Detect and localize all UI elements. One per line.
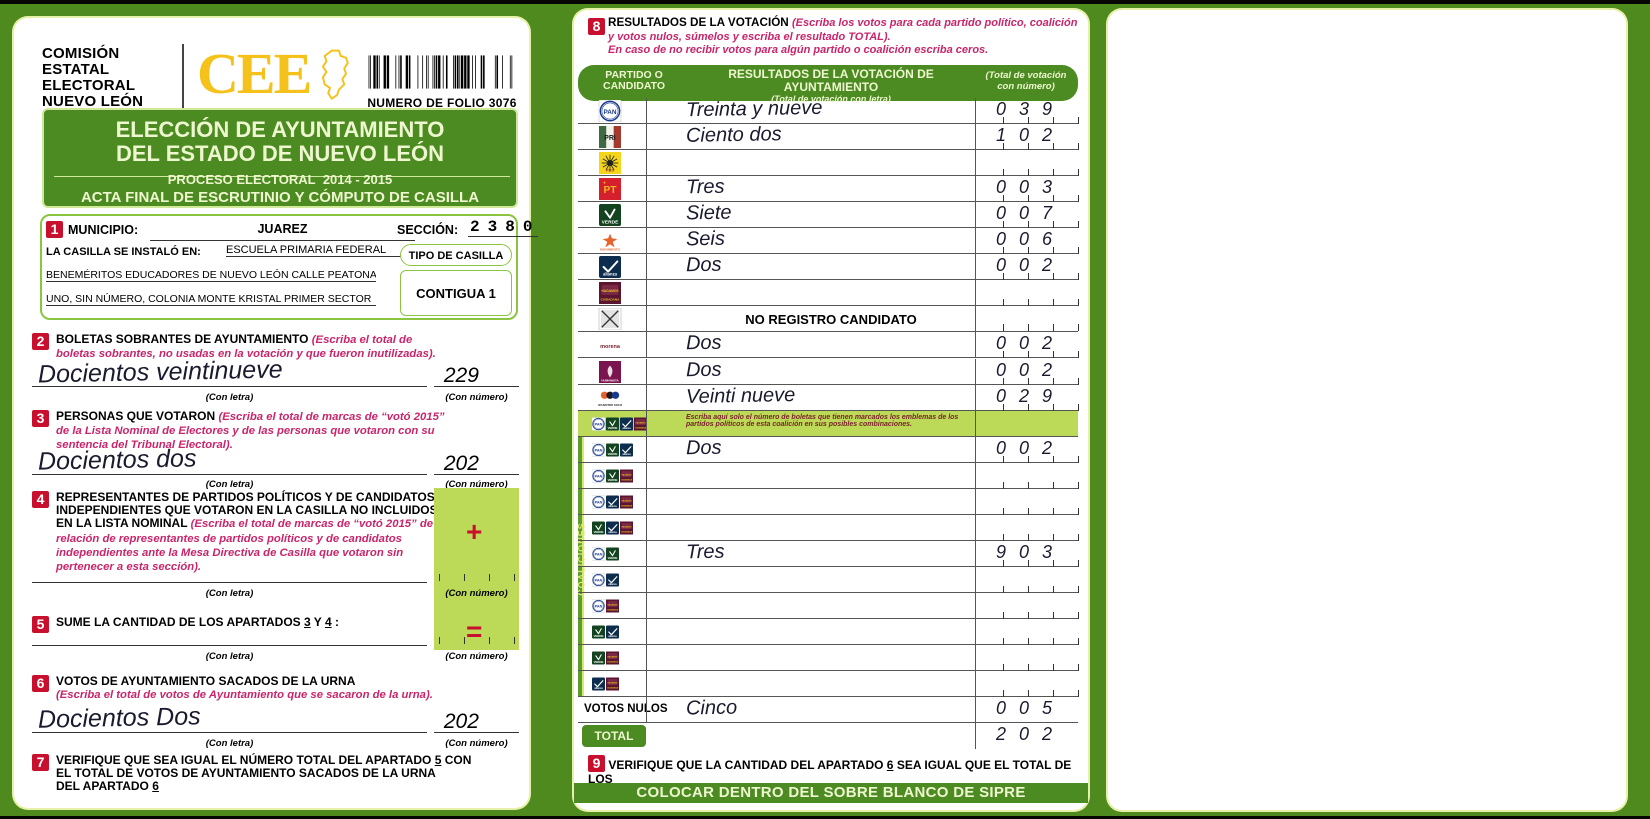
svg-text:alianza: alianza: [594, 687, 603, 690]
svg-text:HAGAMOS: HAGAMOS: [601, 289, 619, 293]
svg-text:morena: morena: [600, 344, 621, 350]
svg-text:PRI: PRI: [604, 135, 616, 142]
svg-text:VERDE: VERDE: [608, 426, 618, 430]
svg-text:PES: PES: [606, 168, 614, 173]
svg-text:alianza: alianza: [608, 505, 617, 508]
svg-text:PAN: PAN: [595, 552, 603, 556]
svg-text:VERDE: VERDE: [608, 452, 618, 456]
svg-text:PAN: PAN: [595, 474, 603, 478]
svg-text:ENCUENTRO SOCIAL: ENCUENTRO SOCIAL: [598, 402, 622, 406]
svg-text:VERDE: VERDE: [594, 660, 604, 664]
svg-text:PT: PT: [604, 185, 618, 196]
svg-text:PAN: PAN: [595, 605, 603, 609]
svg-text:CIUDADANA: CIUDADANA: [601, 298, 621, 302]
svg-text:VERDE: VERDE: [608, 478, 618, 482]
svg-text:VERDE: VERDE: [594, 634, 604, 638]
svg-text:alianza: alianza: [603, 272, 618, 277]
svg-text:VERDE: VERDE: [594, 530, 604, 534]
svg-text:PAN: PAN: [603, 109, 616, 116]
svg-text:alianza: alianza: [608, 531, 617, 534]
svg-text:VERDE: VERDE: [608, 556, 618, 560]
svg-text:PAN: PAN: [595, 448, 603, 452]
svg-text:alianza: alianza: [608, 583, 617, 586]
svg-text:PAN: PAN: [595, 579, 603, 583]
svg-text:VERDE: VERDE: [602, 220, 619, 226]
svg-text:alianza: alianza: [608, 635, 617, 638]
svg-text:MOVIMIENTO: MOVIMIENTO: [600, 248, 621, 252]
svg-text:alianza: alianza: [622, 453, 631, 456]
svg-text:HUMANISTA: HUMANISTA: [601, 378, 619, 382]
svg-text:PAN: PAN: [595, 500, 603, 504]
svg-text:PAN: PAN: [595, 422, 603, 426]
svg-text:alianza: alianza: [622, 427, 631, 430]
